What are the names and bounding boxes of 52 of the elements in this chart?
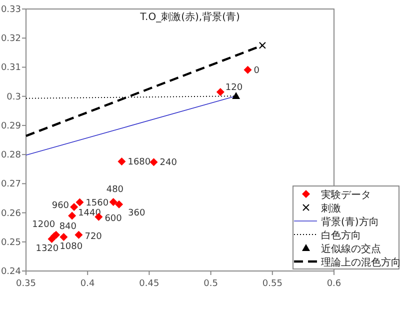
annotation: 1320 bbox=[36, 244, 59, 254]
point bbox=[74, 230, 83, 239]
point bbox=[76, 198, 84, 206]
chart-title: T.O_刺激(赤),背景(青) bbox=[139, 11, 240, 23]
legend-label: 近似線の交点 bbox=[321, 243, 381, 255]
x-tick-label: 0.45 bbox=[139, 279, 160, 289]
annotation: 0 bbox=[254, 66, 260, 76]
point bbox=[115, 200, 124, 208]
annotation: 960 bbox=[52, 200, 70, 211]
annotation: 480 bbox=[106, 185, 124, 196]
x-tick-label: 0.55 bbox=[262, 279, 282, 289]
point bbox=[150, 158, 158, 166]
y-tick-label: 0.26 bbox=[0, 208, 22, 219]
legend-label: 理論上の混色方向 bbox=[321, 256, 401, 268]
point bbox=[48, 234, 56, 243]
point bbox=[109, 198, 118, 206]
y-tick-label: 0.33 bbox=[0, 5, 21, 15]
annotation: 1440 bbox=[78, 208, 102, 219]
legend-label: 白色方向 bbox=[321, 230, 361, 242]
y-tick-label: 0.25 bbox=[0, 238, 21, 248]
annotation: 360 bbox=[128, 208, 146, 218]
y-tick-label: 0.29 bbox=[0, 121, 22, 132]
annotation: 1560 bbox=[86, 198, 109, 208]
point bbox=[60, 232, 68, 241]
y-tick-label: 0.24 bbox=[0, 267, 22, 277]
x-tick-label: 0.4 bbox=[80, 279, 96, 289]
point bbox=[216, 88, 224, 96]
annotation: 1680 bbox=[128, 158, 151, 168]
annotation: 240 bbox=[160, 158, 178, 168]
annotation: 1200 bbox=[32, 220, 56, 230]
point bbox=[232, 92, 240, 100]
point bbox=[118, 158, 126, 166]
y-tick-label: 0.3 bbox=[6, 92, 21, 102]
point bbox=[68, 212, 76, 220]
x-tick-label: 0.5 bbox=[204, 279, 218, 289]
annotation: 1080 bbox=[60, 242, 83, 252]
annotation: 600 bbox=[104, 214, 122, 224]
y-tick-label: 0.27 bbox=[0, 180, 21, 190]
point bbox=[258, 42, 266, 49]
y-tick-label: 0.31 bbox=[0, 63, 21, 74]
legend-label: 実験データ bbox=[321, 189, 371, 201]
x-tick-label: 0.6 bbox=[326, 279, 342, 289]
point bbox=[70, 202, 78, 211]
annotation: 120 bbox=[225, 82, 243, 93]
y-tick-label: 0.32 bbox=[0, 34, 21, 44]
annotation: 840 bbox=[59, 222, 77, 232]
annotation: 720 bbox=[84, 232, 102, 242]
y-tick-label: 0.28 bbox=[0, 150, 22, 161]
legend-label: 背景(青)方向 bbox=[321, 216, 379, 228]
legend-label: 刺激 bbox=[321, 202, 341, 214]
point bbox=[244, 66, 252, 74]
x-tick-label: 0.35 bbox=[16, 279, 36, 289]
